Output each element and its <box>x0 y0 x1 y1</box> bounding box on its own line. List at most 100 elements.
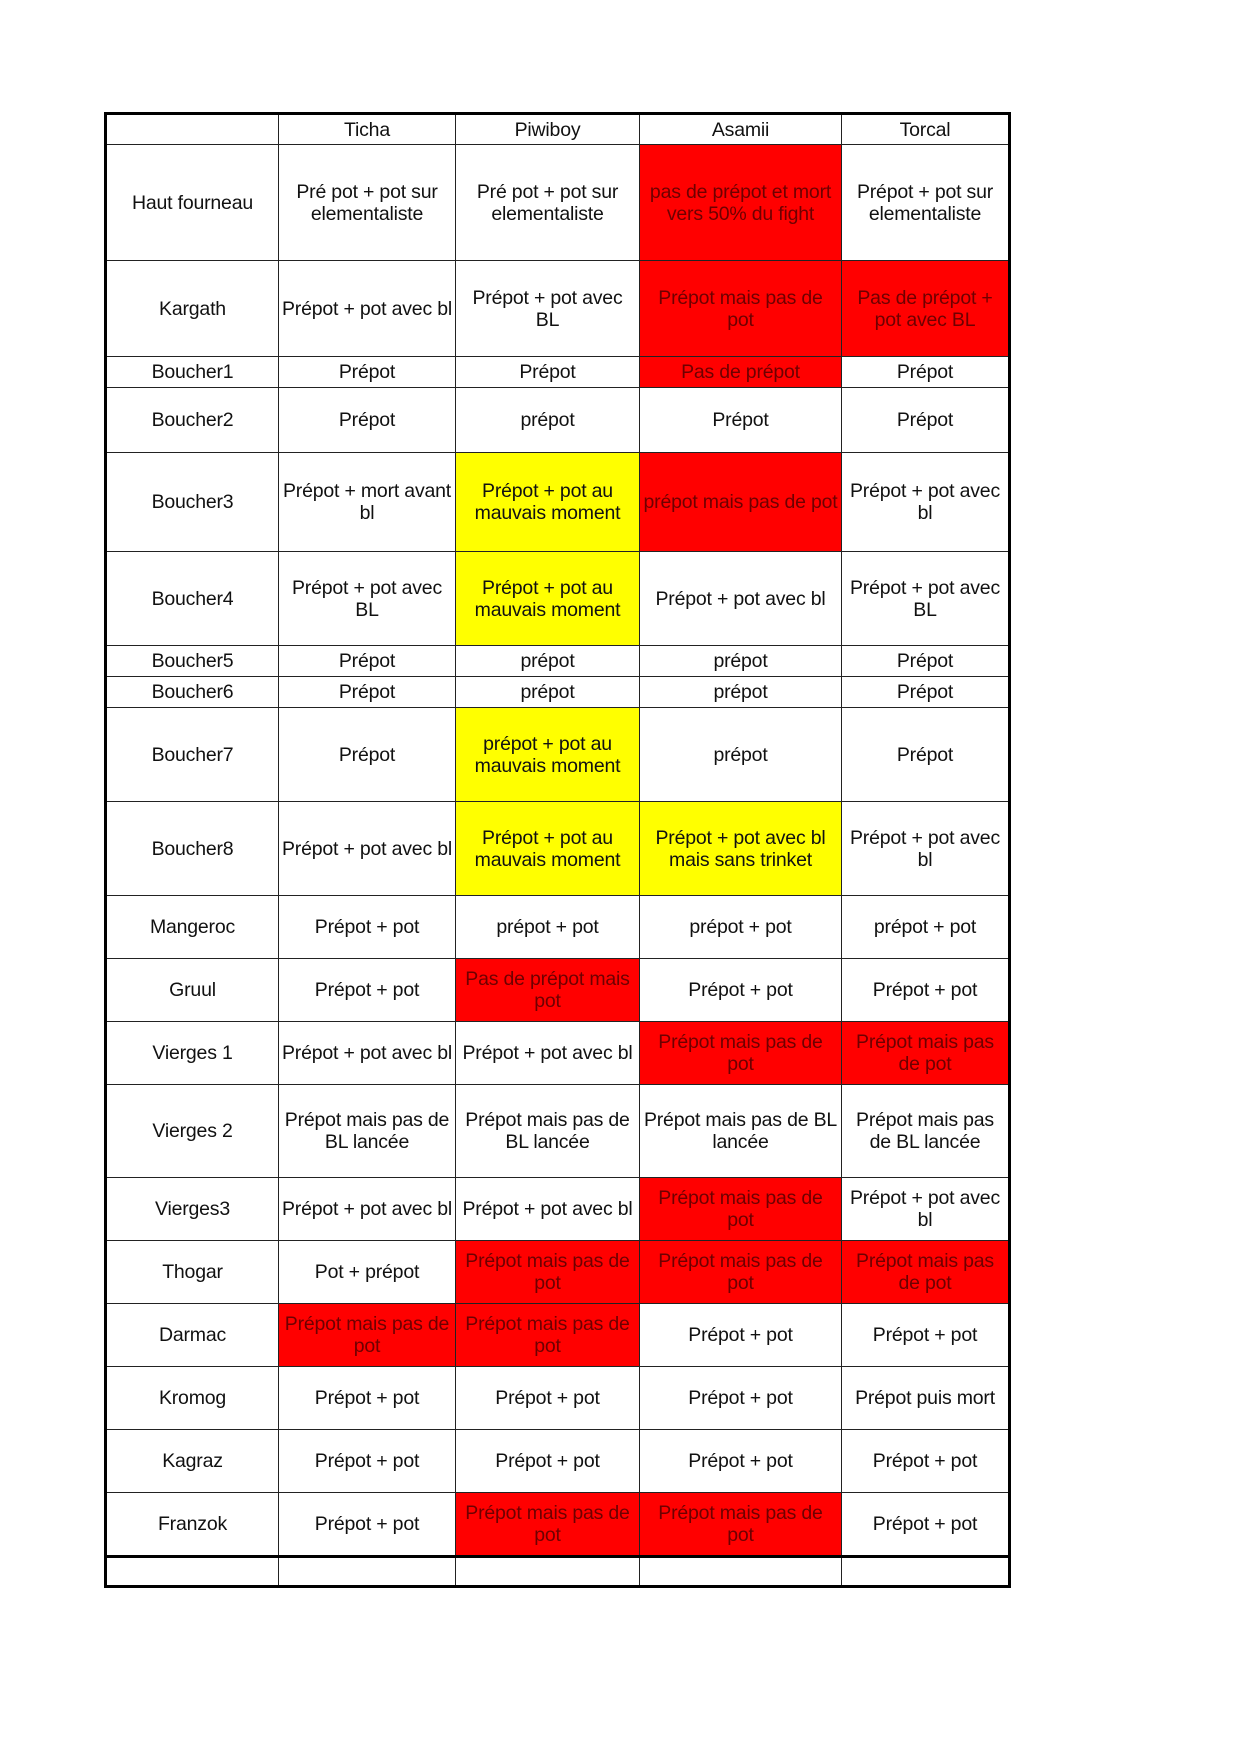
header-asamii: Asamii <box>639 113 842 145</box>
status-cell: Prépot + pot au mauvais moment <box>455 452 640 552</box>
empty-cell <box>455 1555 640 1587</box>
status-cell: pas de prépot et mort vers 50% du fight <box>639 144 842 261</box>
table-row: Kargath Prépot + pot avec bl Prépot + pot … <box>105 260 1010 357</box>
status-cell: Prépot <box>841 707 1010 802</box>
status-cell: Prépot <box>278 645 456 677</box>
status-cell: Prépot + pot sur elementaliste <box>841 144 1010 261</box>
status-cell: Prépot mais pas de BL lancée <box>278 1084 456 1178</box>
table-row: Boucher8 Prépot + pot avec bl Prépot + pot… <box>105 801 1010 896</box>
boss-name-cell: Franzok <box>105 1492 279 1558</box>
status-cell: Pré pot + pot sur elementaliste <box>455 144 640 261</box>
status-cell: Prépot mais pas de BL lancée <box>639 1084 842 1178</box>
status-cell: Prépot <box>841 676 1010 708</box>
boss-name-cell: Darmac <box>105 1303 279 1367</box>
status-cell: Prépot + pot avec bl <box>278 1021 456 1085</box>
status-cell: prépot + pot au mauvais moment <box>455 707 640 802</box>
status-cell: Prépot + pot <box>278 1366 456 1430</box>
status-cell: Prépot + pot <box>278 1492 456 1558</box>
status-cell: prépot <box>455 645 640 677</box>
boss-name-cell: Boucher6 <box>105 676 279 708</box>
status-cell: Prépot + pot <box>278 895 456 959</box>
status-cell: Prépot + pot avec bl <box>841 452 1010 552</box>
status-cell: Prépot + pot <box>639 1303 842 1367</box>
boss-name-cell: Kargath <box>105 260 279 357</box>
empty-cell <box>639 1555 842 1587</box>
boss-name-cell: Boucher8 <box>105 801 279 896</box>
status-cell: Prépot + pot <box>639 1366 842 1430</box>
boss-name-cell: Boucher2 <box>105 387 279 453</box>
status-cell: Prépot + pot <box>841 958 1010 1022</box>
table-row: Haut fourneau Pré pot + pot sur elemental… <box>105 144 1010 261</box>
status-cell: Prépot + pot avec bl <box>278 801 456 896</box>
status-cell: Prépot + pot <box>841 1492 1010 1558</box>
status-cell: prépot <box>455 387 640 453</box>
header-torcal: Torcal <box>841 113 1010 145</box>
status-cell: Prépot + pot avec bl <box>841 1177 1010 1241</box>
status-cell: Prépot <box>278 387 456 453</box>
status-cell: Prépot + pot au mauvais moment <box>455 551 640 646</box>
status-cell: Prépot + pot avec bl <box>455 1021 640 1085</box>
status-cell: Prépot + pot au mauvais moment <box>455 801 640 896</box>
boss-name-cell: Boucher7 <box>105 707 279 802</box>
status-cell: Prépot mais pas de BL lancée <box>841 1084 1010 1178</box>
status-cell: Prépot + pot <box>639 1429 842 1493</box>
status-cell: Prépot + pot avec bl <box>639 551 842 646</box>
status-cell: Prépot <box>841 387 1010 453</box>
table-row: Boucher5 Prépot prépot prépot Prépot <box>105 645 1010 677</box>
status-cell: Prépot <box>278 676 456 708</box>
status-cell: prépot + pot <box>639 895 842 959</box>
status-cell: Pot + prépot <box>278 1240 456 1304</box>
status-cell: prépot + pot <box>841 895 1010 959</box>
status-cell: Prépot puis mort <box>841 1366 1010 1430</box>
header-row: Ticha Piwiboy Asamii Torcal <box>105 113 1010 145</box>
table-row: Boucher1 Prépot Prépot Pas de prépot Prépot <box>105 356 1010 388</box>
status-cell: Prépot + pot avec bl <box>455 1177 640 1241</box>
table-row: Vierges3 Prépot + pot avec bl Prépot + pot… <box>105 1177 1010 1241</box>
header-ticha: Ticha <box>278 113 456 145</box>
table-row: Gruul Prépot + pot Pas de prépot mais pot P… <box>105 958 1010 1022</box>
status-cell: Prépot + pot avec BL <box>841 551 1010 646</box>
boss-name-cell: Boucher3 <box>105 452 279 552</box>
status-cell: Prépot mais pas de pot <box>639 1177 842 1241</box>
status-cell: Prépot mais pas de pot <box>639 1240 842 1304</box>
empty-row <box>105 1555 1010 1587</box>
status-cell: prépot <box>639 676 842 708</box>
table-row: Boucher2 Prépot prépot Prépot Prépot <box>105 387 1010 453</box>
status-cell: prépot <box>455 676 640 708</box>
status-cell: Prépot + pot avec BL <box>278 551 456 646</box>
table-row: Vierges 2 Prépot mais pas de BL lancée Pré… <box>105 1084 1010 1178</box>
table-row: Vierges 1 Prépot + pot avec bl Prépot + po… <box>105 1021 1010 1085</box>
boss-name-cell: Boucher4 <box>105 551 279 646</box>
status-cell: Prépot mais pas de pot <box>278 1303 456 1367</box>
potion-usage-table: Ticha Piwiboy Asamii Torcal Haut fournea… <box>104 112 1011 1588</box>
status-cell: Prépot mais pas de pot <box>639 1021 842 1085</box>
status-cell: Prépot + pot avec bl mais sans trinket <box>639 801 842 896</box>
status-cell: Pas de prépot + pot avec BL <box>841 260 1010 357</box>
boss-name-cell: Kagraz <box>105 1429 279 1493</box>
boss-name-cell: Vierges 1 <box>105 1021 279 1085</box>
status-cell: Prépot mais pas de BL lancée <box>455 1084 640 1178</box>
boss-name-cell: Vierges3 <box>105 1177 279 1241</box>
empty-cell <box>278 1555 456 1587</box>
status-cell: Prépot + pot avec bl <box>278 260 456 357</box>
table-row: Franzok Prépot + pot Prépot mais pas de po… <box>105 1492 1010 1558</box>
status-cell: prépot mais pas de pot <box>639 452 842 552</box>
status-cell: Prépot mais pas de pot <box>841 1021 1010 1085</box>
table-row: Kagraz Prépot + pot Prépot + pot Prépot + p… <box>105 1429 1010 1493</box>
boss-name-cell: Haut fourneau <box>105 144 279 261</box>
header-corner <box>105 113 279 145</box>
empty-cell <box>841 1555 1010 1587</box>
table-row: Darmac Prépot mais pas de pot Prépot mais … <box>105 1303 1010 1367</box>
status-cell: Prépot <box>278 356 456 388</box>
empty-cell <box>105 1555 279 1587</box>
status-cell: Prépot + pot avec BL <box>455 260 640 357</box>
status-cell: Prépot mais pas de pot <box>841 1240 1010 1304</box>
status-cell: Prépot + pot <box>841 1303 1010 1367</box>
status-cell: Prépot + pot <box>278 1429 456 1493</box>
boss-name-cell: Gruul <box>105 958 279 1022</box>
status-cell: Prépot + pot avec bl <box>841 801 1010 896</box>
status-cell: Prépot mais pas de pot <box>455 1303 640 1367</box>
status-cell: Pas de prépot <box>639 356 842 388</box>
status-cell: Prépot mais pas de pot <box>455 1240 640 1304</box>
status-cell: Prépot mais pas de pot <box>639 1492 842 1558</box>
